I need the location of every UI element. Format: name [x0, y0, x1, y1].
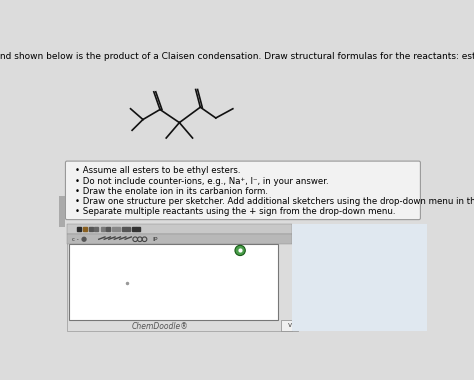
Text: v: v [287, 323, 292, 328]
Bar [67, 234, 292, 244]
Bar [67, 224, 292, 331]
Circle shape [236, 247, 244, 254]
Text: • Draw the enolate ion in its carbanion form.: • Draw the enolate ion in its carbanion … [75, 187, 268, 196]
Bar [59, 196, 65, 226]
Text: The compound shown below is the product of a Claisen condensation. Draw structur: The compound shown below is the product … [0, 52, 474, 61]
FancyBboxPatch shape [65, 161, 420, 220]
Text: • Draw one structure per sketcher. Add additional sketchers using the drop-down : • Draw one structure per sketcher. Add a… [75, 196, 474, 206]
Text: c -: c - [72, 237, 78, 242]
Text: ChemDoodle®: ChemDoodle® [131, 322, 188, 331]
Text: • Assume all esters to be ethyl esters.: • Assume all esters to be ethyl esters. [75, 166, 240, 176]
Bar [69, 244, 278, 320]
Text: IP: IP [152, 237, 158, 242]
Bar [67, 224, 292, 234]
Circle shape [235, 245, 245, 255]
Bar [292, 224, 427, 331]
Bar [281, 320, 298, 331]
Text: • Do not include counter-ions, e.g., Na⁺, I⁻, in your answer.: • Do not include counter-ions, e.g., Na⁺… [75, 176, 328, 185]
Circle shape [82, 238, 86, 241]
Text: • Separate multiple reactants using the + sign from the drop-down menu.: • Separate multiple reactants using the … [75, 207, 395, 215]
